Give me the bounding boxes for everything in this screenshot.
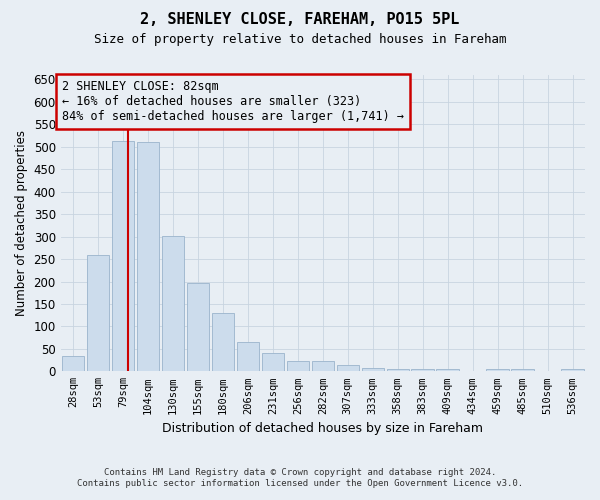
Text: 2, SHENLEY CLOSE, FAREHAM, PO15 5PL: 2, SHENLEY CLOSE, FAREHAM, PO15 5PL [140, 12, 460, 28]
Bar [236, 342, 259, 372]
Text: Contains HM Land Registry data © Crown copyright and database right 2024.
Contai: Contains HM Land Registry data © Crown c… [77, 468, 523, 487]
Bar [112, 141, 134, 372]
Bar [487, 369, 509, 372]
Bar [412, 369, 434, 372]
Bar [137, 142, 159, 372]
Text: 2 SHENLEY CLOSE: 82sqm
← 16% of detached houses are smaller (323)
84% of semi-de: 2 SHENLEY CLOSE: 82sqm ← 16% of detached… [62, 80, 404, 124]
Bar [212, 313, 234, 372]
Bar [87, 254, 109, 372]
Bar [386, 369, 409, 372]
Bar [187, 283, 209, 372]
Bar [311, 362, 334, 372]
X-axis label: Distribution of detached houses by size in Fareham: Distribution of detached houses by size … [163, 422, 484, 435]
Text: Size of property relative to detached houses in Fareham: Size of property relative to detached ho… [94, 32, 506, 46]
Y-axis label: Number of detached properties: Number of detached properties [15, 130, 28, 316]
Bar [62, 356, 85, 372]
Bar [436, 369, 459, 372]
Bar [362, 368, 384, 372]
Bar [287, 362, 309, 372]
Bar [337, 366, 359, 372]
Bar [262, 354, 284, 372]
Bar [162, 236, 184, 372]
Bar [511, 369, 534, 372]
Bar [561, 369, 584, 372]
